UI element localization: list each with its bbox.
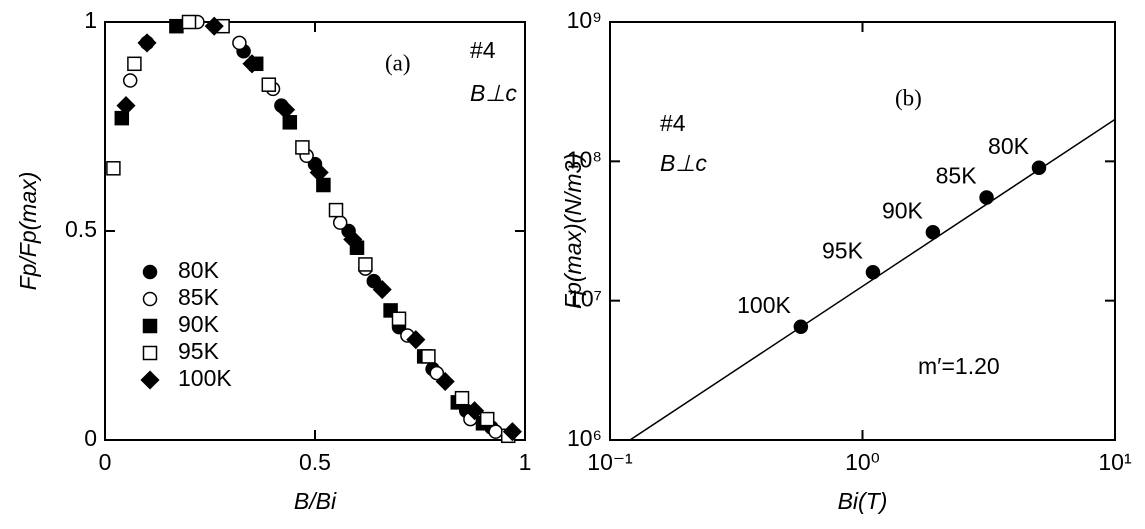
marker — [282, 115, 298, 130]
x-tick-label: 10⁻¹ — [587, 449, 633, 475]
annotation: (a) — [385, 50, 411, 75]
marker — [925, 224, 941, 240]
marker — [181, 14, 197, 30]
legend-label: 100K — [178, 365, 232, 391]
marker — [1031, 160, 1047, 175]
x-tick-label: 0.5 — [299, 449, 331, 475]
marker — [316, 177, 331, 193]
point-label: 100K — [737, 292, 791, 318]
x-axis-title: B/Bi — [294, 488, 337, 514]
marker — [276, 100, 296, 120]
marker — [372, 279, 392, 300]
marker — [421, 349, 436, 364]
y-tick-label: 10⁹ — [567, 7, 602, 33]
marker — [391, 311, 407, 327]
annotation: B⊥c — [470, 80, 517, 106]
marker — [232, 35, 247, 51]
x-tick-label: 10¹ — [1098, 449, 1132, 475]
legend-label: 95K — [178, 338, 220, 364]
marker — [793, 319, 809, 334]
y-tick-label: 1 — [84, 7, 97, 33]
marker — [169, 18, 184, 34]
marker — [366, 273, 382, 289]
marker — [488, 424, 503, 439]
marker — [122, 73, 138, 88]
annotation: m′=1.20 — [918, 353, 1000, 379]
marker — [865, 264, 881, 280]
legend-label: 85K — [178, 284, 220, 310]
marker — [127, 56, 142, 72]
annotation: (b) — [895, 85, 922, 110]
marker — [465, 401, 485, 421]
annotation: #4 — [470, 37, 496, 63]
marker — [116, 96, 136, 116]
marker — [406, 330, 426, 350]
marker — [106, 161, 121, 176]
marker — [332, 215, 348, 230]
y-tick-label: 10⁶ — [567, 425, 602, 451]
annotation: #4 — [660, 110, 686, 136]
marker — [343, 229, 363, 249]
y-axis-title: Fp/Fp(max) — [15, 172, 41, 291]
marker — [979, 190, 994, 205]
point-label: 95K — [822, 237, 864, 263]
point-label: 80K — [988, 133, 1030, 159]
legend-marker — [142, 264, 158, 280]
marker — [358, 257, 373, 272]
plot-frame — [104, 21, 526, 441]
marker — [502, 422, 522, 442]
marker — [114, 110, 130, 126]
marker — [429, 365, 445, 381]
y-tick-label: 10⁷ — [568, 286, 602, 312]
x-tick-label: 10⁰ — [845, 449, 880, 475]
point-label: 90K — [882, 197, 924, 223]
x-tick-label: 0 — [99, 449, 112, 475]
legend-marker — [142, 318, 158, 334]
y-tick-label: 0 — [84, 425, 97, 451]
legend-marker — [142, 345, 158, 361]
legend-marker — [142, 291, 158, 307]
annotation: B⊥c — [660, 150, 707, 176]
y-tick-label: 10⁸ — [567, 146, 602, 172]
marker — [204, 16, 224, 36]
marker — [435, 371, 455, 392]
point-label: 85K — [936, 163, 978, 189]
marker — [479, 411, 495, 427]
marker — [309, 162, 329, 183]
marker — [242, 54, 262, 74]
marker — [454, 390, 470, 406]
legend-marker — [140, 370, 160, 390]
marker — [261, 77, 277, 92]
marker — [295, 140, 310, 155]
y-axis-title: Fp(max)(N/m3) — [560, 153, 586, 309]
legend-label: 90K — [178, 311, 220, 337]
marker — [137, 33, 157, 53]
marker — [328, 202, 344, 218]
legend-label: 80K — [178, 257, 220, 283]
x-tick-label: 1 — [519, 449, 532, 475]
x-axis-title: Bi(T) — [838, 488, 888, 514]
plot-frame — [609, 21, 1116, 441]
y-tick-label: 0.5 — [65, 216, 97, 242]
